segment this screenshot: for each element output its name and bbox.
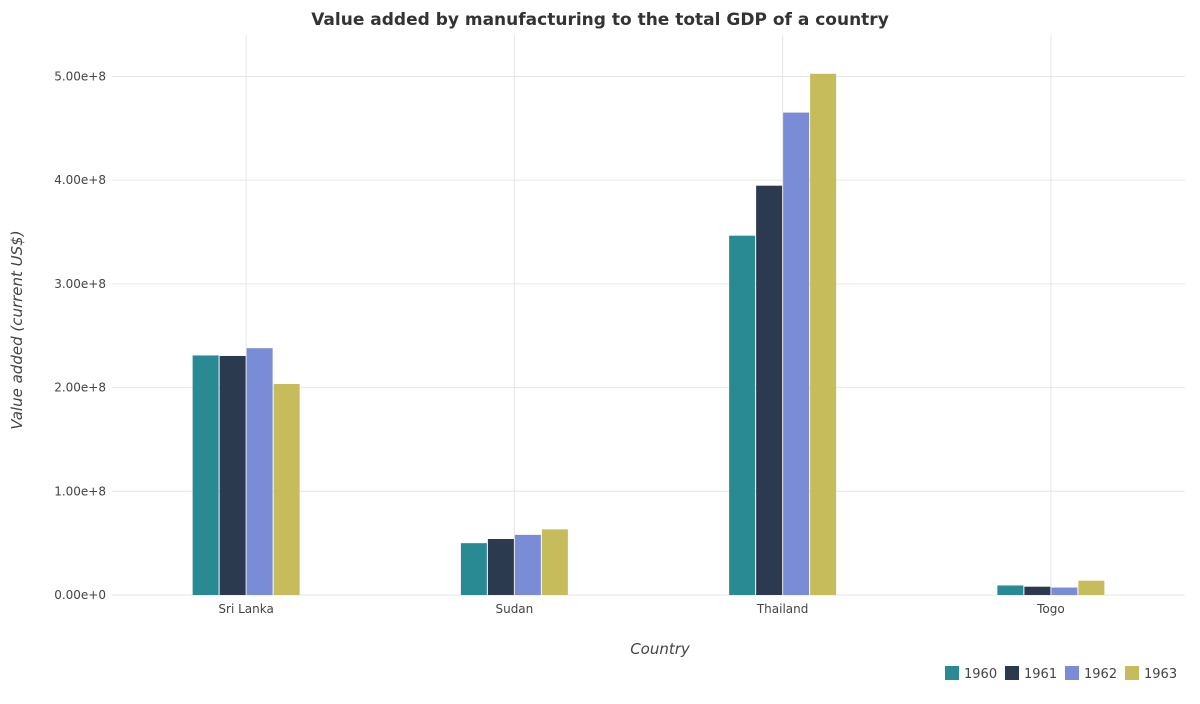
- legend-label: 1960: [964, 667, 997, 682]
- bar-1961-togo: [1024, 586, 1051, 595]
- y-tick-label: 0.00e+0: [54, 588, 106, 602]
- bars: [192, 73, 1105, 596]
- bar-1962-sri-lanka: [246, 348, 273, 595]
- legend-swatch: [1065, 666, 1079, 680]
- grid: [112, 35, 1185, 596]
- bar-1961-sudan: [487, 539, 514, 595]
- x-tick-label: Sudan: [495, 602, 533, 616]
- bar-1962-thailand: [783, 112, 810, 595]
- x-axis-title: Country: [630, 640, 691, 658]
- bar-1961-thailand: [756, 185, 783, 595]
- legend-label: 1961: [1024, 667, 1057, 682]
- bar-1960-sri-lanka: [192, 355, 219, 595]
- bar-1960-togo: [997, 585, 1024, 595]
- legend-swatch: [1125, 666, 1139, 680]
- bar-1963-sri-lanka: [273, 383, 300, 595]
- y-tick-label: 2.00e+8: [54, 381, 106, 395]
- bar-1961-sri-lanka: [219, 355, 246, 595]
- legend: 1960 1961 1962 1963: [945, 666, 1177, 682]
- y-axis-ticks: 0.00e+0 1.00e+8 2.00e+8 3.00e+8 4.00e+8 5.00e…: [54, 69, 106, 602]
- y-tick-label: 1.00e+8: [54, 484, 106, 498]
- bar-1963-togo: [1078, 580, 1105, 595]
- bar-1963-sudan: [541, 529, 568, 595]
- chart-title: Value added by manufacturing to the tota…: [311, 10, 889, 30]
- y-axis-title: Value added (current US$): [8, 230, 26, 429]
- y-tick-label: 5.00e+8: [54, 69, 106, 83]
- bar-1962-togo: [1051, 587, 1078, 595]
- x-tick-label: Togo: [1036, 602, 1065, 616]
- bar-1960-sudan: [460, 543, 487, 595]
- bar-1962-sudan: [514, 534, 541, 595]
- legend-swatch: [1005, 666, 1019, 680]
- y-tick-label: 4.00e+8: [54, 173, 106, 187]
- bar-1960-thailand: [729, 235, 756, 595]
- x-tick-label: Sri Lanka: [218, 602, 273, 616]
- y-tick-label: 3.00e+8: [54, 277, 106, 291]
- legend-swatch: [945, 666, 959, 680]
- legend-label: 1963: [1144, 667, 1177, 682]
- x-axis-ticks: Sri Lanka Sudan Thailand Togo: [218, 602, 1064, 616]
- bar-1963-thailand: [810, 73, 837, 596]
- x-tick-label: Thailand: [756, 602, 809, 616]
- legend-label: 1962: [1084, 667, 1117, 682]
